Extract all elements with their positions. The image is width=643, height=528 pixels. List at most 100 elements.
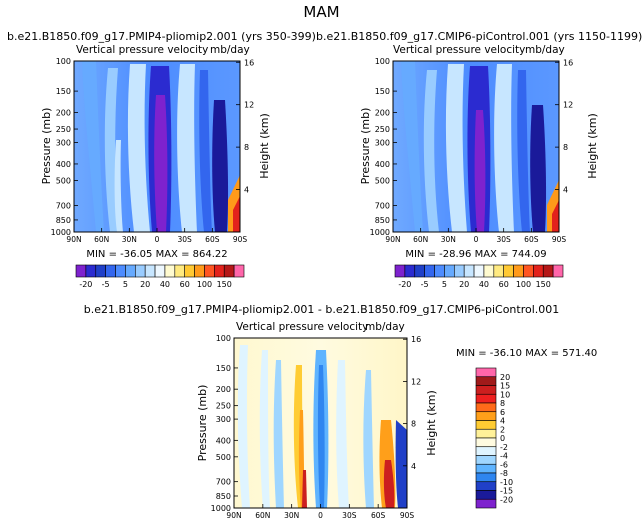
panel-2-y-ticks: 100 150 200 250 300 400 500 700 850 1000 [370,57,397,237]
y-tick-label: 500 [375,177,390,186]
panel-1-units: mb/day [210,44,250,56]
colorbar-label: 40 [160,280,170,289]
panel-1-shade-nh-high [82,61,104,232]
colorbar-box [475,481,497,491]
colorbar-box [463,264,475,278]
panel-1-colorbar: -20 -5 5 20 40 60 100 150 [75,264,245,289]
colorbar-box [475,385,497,395]
panel-1-shade-itcz-core [154,95,168,232]
colorbar-box [404,264,416,278]
x-tick-label: 90S [400,511,415,520]
colorbar-label: -15 [500,487,513,496]
panel-2-title: b.e21.B1850.f09_g17.CMIP6-piControl.001 … [316,30,642,43]
panel-3-title: b.e21.B1850.f09_g17.PMIP4-pliomip2.001 -… [84,303,560,316]
colorbar-box [483,264,495,278]
panel-2-shade-polar-core [552,200,559,232]
colorbar-box [394,264,406,278]
colorbar-box [115,264,126,278]
panel-2-shade-sh-storm-track [530,105,547,232]
colorbar-box [233,264,245,278]
panel-1-shade-sh-subtropics [177,64,197,232]
panel-3: b.e21.B1850.f09_g17.PMIP4-pliomip2.001 -… [84,303,598,520]
y-tick-label: 150 [216,364,231,373]
colorbar-box [533,264,544,278]
colorbar-label: -6 [500,460,508,469]
colorbar-label: -5 [421,280,429,289]
y-tick-label: 300 [375,139,390,148]
colorbar-label: -2 [500,443,508,452]
panel-3-shade-sh-storm-core [383,460,395,508]
panel-1-shade-nh-core [114,140,123,232]
page-title: MAM [303,3,339,21]
y2-tick-label: 16 [563,58,573,67]
y-tick-label: 250 [56,125,71,134]
panel-3-shade-polar-ascent [395,420,407,508]
y2-tick-label: 8 [244,143,249,152]
panel-3-shade-itcz-south-core [317,365,325,508]
y2-tick-label: 4 [411,462,416,471]
y-tick-label: 100 [216,334,231,343]
colorbar-box [475,411,497,421]
panel-2: b.e21.B1850.f09_g17.CMIP6-piControl.001 … [316,30,642,289]
panel-1-variable: Vertical pressure velocity [76,44,208,56]
panel-2-y2label: Height (km) [586,113,599,179]
y2-tick-label: 4 [563,186,568,195]
colorbar-label: -8 [500,469,508,478]
colorbar-box [434,264,445,278]
colorbar-box [513,264,524,278]
y-tick-label: 150 [56,87,71,96]
colorbar-box [475,376,497,386]
x-tick-label: 90N [66,235,81,244]
colorbar-box [542,264,554,278]
colorbar-label: 60 [180,280,190,289]
colorbar-box [223,264,235,278]
colorbar-box [414,264,425,278]
y-tick-label: 200 [56,108,71,117]
y-tick-label: 700 [216,478,231,487]
colorbar-box [552,264,564,278]
y2-tick-label: 16 [411,335,421,344]
panel-3-variable: Vertical pressure velocity [236,321,368,333]
colorbar-box [475,420,497,430]
y2-tick-label: 12 [244,101,254,110]
colorbar-label: -20 [398,280,411,289]
colorbar-label: 10 [500,390,510,399]
y-tick-label: 1000 [211,504,231,513]
colorbar-box [444,264,455,278]
panel-3-shade-nh-high [237,345,250,508]
y-tick-label: 850 [216,492,231,501]
y2-tick-label: 4 [244,186,249,195]
colorbar-box [174,264,186,278]
y-tick-label: 100 [375,57,390,66]
panel-3-shade-nh-ascent [273,360,284,508]
colorbar-label: 20 [140,280,150,289]
colorbar-box [105,264,116,278]
x-tick-label: 90N [226,511,241,520]
x-tick-label: 30N [284,511,299,520]
x-tick-label: 30S [497,235,512,244]
panel-3-x-ticks: 90N 60N 30N 0 30S 60S 90S [226,504,414,520]
panel-3-shade-nh-mid [259,350,270,508]
colorbar-box [475,455,497,465]
y-tick-label: 700 [375,202,390,211]
panel-2-ylabel: Pressure (mb) [359,108,372,185]
panel-2-plot-area [392,60,560,233]
y-tick-label: 250 [375,125,390,134]
panel-1-shade-sh-storm-track [212,100,229,232]
panel-1-shade-nh-dry [127,64,150,232]
panel-2-variable: Vertical pressure velocity [393,44,525,56]
y2-tick-label: 12 [411,377,421,386]
colorbar-box [125,264,136,278]
panel-1-min-max: MIN = -36.05 MAX = 864.22 [86,249,227,260]
colorbar-box [214,264,225,278]
colorbar-label: 15 [500,382,510,391]
panel-2-min-max: MIN = -28.96 MAX = 744.09 [405,249,546,260]
colorbar-box [493,264,505,278]
colorbar-box [95,264,106,278]
colorbar-box [204,264,215,278]
colorbar-box [475,402,497,413]
x-tick-label: 30N [441,235,456,244]
y2-tick-label: 16 [244,58,254,67]
panel-1-shade-polar-core [233,196,240,232]
colorbar-box [475,428,497,439]
